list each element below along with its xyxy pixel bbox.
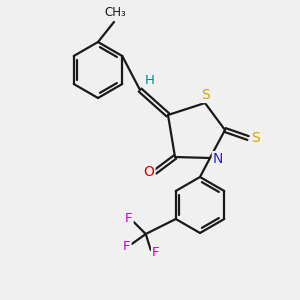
Text: H: H (145, 74, 155, 86)
Text: N: N (213, 152, 223, 166)
Text: S: S (202, 88, 210, 102)
Text: F: F (125, 212, 133, 226)
Text: F: F (152, 247, 160, 260)
Text: O: O (144, 165, 154, 179)
Text: CH₃: CH₃ (104, 7, 126, 20)
Text: S: S (252, 131, 260, 145)
Text: F: F (123, 241, 130, 254)
